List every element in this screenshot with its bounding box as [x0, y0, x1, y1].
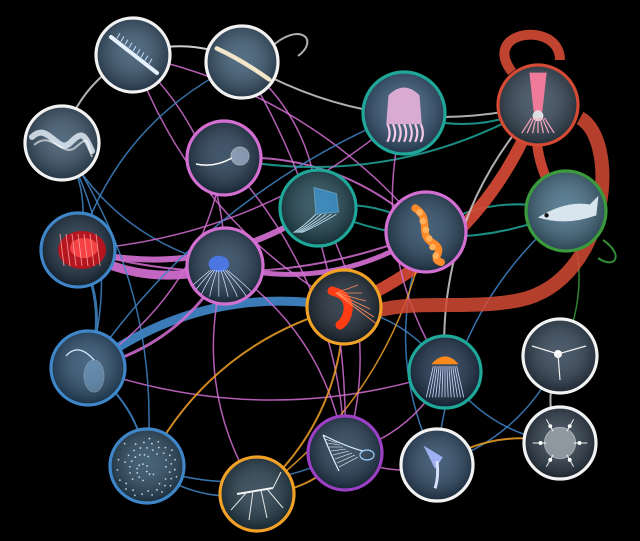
- ring-pink: [384, 190, 468, 274]
- node-trailing-hydromedusa[interactable]: [185, 119, 263, 197]
- node-siphonophore-colony[interactable]: [23, 104, 101, 182]
- node-larval-fish[interactable]: [204, 24, 280, 100]
- photo-red-squid: [498, 65, 578, 145]
- ring-blue: [108, 427, 186, 505]
- photo-transparent-ctenophore: [51, 331, 125, 405]
- node-spider-amphipod[interactable]: [218, 455, 296, 533]
- photo-red-shrimp: [307, 270, 381, 344]
- edge-larval-fish-self-loop: [269, 33, 309, 57]
- edge-orange-siphonophore-to-spider-amphipod: [256, 231, 427, 495]
- photo-arrow-worm: [96, 18, 170, 92]
- edge-siphonophore-colony-to-plankton-specks: [61, 142, 150, 467]
- photo-spider-amphipod: [220, 457, 294, 531]
- node-lace-medusa[interactable]: [407, 334, 483, 410]
- node-small-hydromedusa[interactable]: [182, 226, 265, 306]
- ring-green: [524, 169, 608, 253]
- ring-red: [496, 63, 580, 147]
- photo-plankton-specks: [110, 429, 184, 503]
- ring-orange: [305, 268, 383, 346]
- ring-orange: [218, 455, 296, 533]
- photo-tentacled-larva: [523, 319, 597, 393]
- photo-sea-angel: [401, 429, 473, 501]
- ring-pink: [185, 119, 263, 197]
- ring-white: [94, 16, 172, 94]
- node-pink-jellyfish[interactable]: [361, 70, 447, 156]
- edge-larval-fish-to-net-siphonophore: [241, 61, 347, 454]
- ring-white: [204, 24, 280, 100]
- node-arrow-worm[interactable]: [94, 16, 172, 94]
- photo-larval-fish: [206, 26, 278, 98]
- node-red-comb-jelly[interactable]: [39, 211, 117, 289]
- ring-pink: [185, 226, 265, 306]
- edge-arrow-worm-to-red-shrimp: [132, 54, 345, 308]
- ring-white: [399, 427, 475, 503]
- ring-blue: [49, 329, 127, 407]
- ring-teal: [278, 168, 358, 248]
- ring-blue: [39, 211, 117, 289]
- photo-orange-siphonophore: [386, 192, 466, 272]
- photo-siphonophore-colony: [25, 106, 99, 180]
- photo-pink-jellyfish: [363, 72, 445, 154]
- edge-red-squid-self-loop: [499, 29, 565, 76]
- node-sea-angel[interactable]: [399, 427, 475, 503]
- node-box-jellyfish[interactable]: [278, 168, 358, 248]
- ring-white: [522, 405, 598, 481]
- node-silver-fish[interactable]: [524, 169, 608, 253]
- edge-pink-jellyfish-to-transparent-ctenophore: [87, 112, 405, 369]
- node-net-siphonophore[interactable]: [306, 414, 384, 492]
- ring-teal: [407, 334, 483, 410]
- edge-trailing-hydromedusa-to-red-squid: [223, 104, 539, 168]
- edge-pink-jellyfish-to-red-comb-jelly: [77, 112, 405, 251]
- photo-lace-medusa: [409, 336, 481, 408]
- edge-arrow-worm-to-orange-siphonophore: [132, 54, 427, 233]
- photo-silver-fish: [526, 171, 606, 251]
- photo-red-comb-jelly: [41, 213, 115, 287]
- photo-box-jellyfish: [280, 170, 356, 246]
- photo-net-siphonophore: [308, 416, 382, 490]
- ring-white: [521, 317, 599, 395]
- ring-teal: [361, 70, 447, 156]
- photo-radiolarian: [524, 407, 596, 479]
- node-plankton-specks[interactable]: [108, 427, 186, 505]
- photo-trailing-hydromedusa: [187, 121, 261, 195]
- ring-purple: [306, 414, 384, 492]
- photo-small-hydromedusa: [187, 228, 263, 304]
- node-orange-siphonophore[interactable]: [384, 190, 468, 274]
- edge-silver-fish-self-loop: [597, 239, 617, 264]
- edge-red-squid-to-shrimp-outer: [378, 111, 610, 317]
- node-red-squid[interactable]: [496, 63, 580, 147]
- node-layer: [23, 16, 608, 533]
- node-transparent-ctenophore[interactable]: [49, 329, 127, 407]
- ring-white: [23, 104, 101, 182]
- node-red-shrimp[interactable]: [305, 268, 383, 346]
- node-tentacled-larva[interactable]: [521, 317, 599, 395]
- node-radiolarian[interactable]: [522, 405, 598, 481]
- edge-transparent-ctenophore-to-lace-medusa: [87, 367, 446, 401]
